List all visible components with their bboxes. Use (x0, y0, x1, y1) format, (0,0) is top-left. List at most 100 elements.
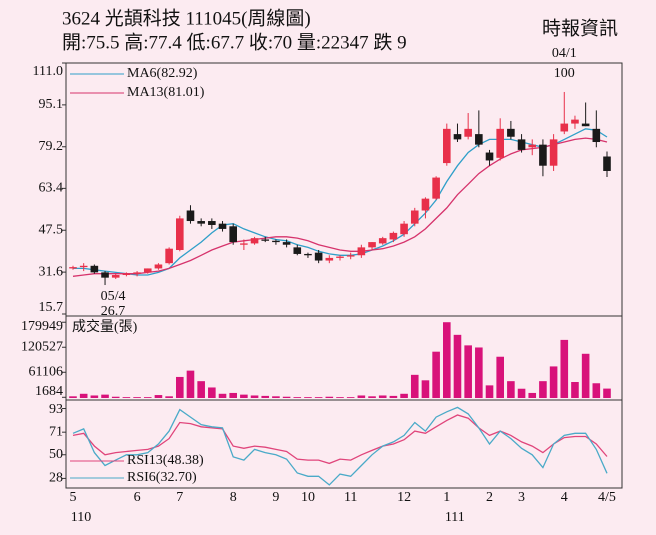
candle-body (443, 128, 451, 164)
volume-bar (176, 376, 184, 398)
volume-bar (282, 396, 291, 398)
ma-line (72, 137, 608, 277)
annotation-value: 100 (554, 66, 575, 81)
volume-bar (208, 387, 216, 398)
source: 時報資訊 (542, 17, 618, 39)
x-year-label: 110 (71, 510, 91, 525)
volume-bar (101, 394, 109, 398)
volume-bar (261, 395, 270, 398)
candle-body (111, 275, 120, 278)
candle-body (357, 247, 366, 256)
candle-body (581, 123, 590, 127)
volume-bar (165, 396, 173, 398)
volume-bar (443, 322, 451, 398)
y-tick-label: 1684 (35, 384, 63, 399)
candle-body (464, 128, 472, 137)
x-tick-label: 7 (176, 490, 183, 505)
x-tick-label: 2 (486, 490, 493, 505)
y-tick-label: 61106 (29, 364, 63, 379)
x-tick-label: 11 (344, 490, 357, 505)
x-tick-label: 8 (230, 490, 237, 505)
x-tick-label: 1 (443, 490, 450, 505)
volume-bar (336, 397, 344, 398)
volume-bar (571, 382, 579, 398)
candle-body (272, 240, 280, 243)
y-tick-label: 120527 (21, 339, 63, 354)
volume-bar (421, 380, 430, 398)
volume-bar (357, 395, 366, 398)
volume-bar (143, 397, 152, 398)
annotation-date: 04/1 (552, 46, 577, 61)
volume-bar (218, 393, 227, 398)
y-tick-label: 50 (49, 447, 63, 462)
candle-body (282, 242, 291, 245)
candle-body (122, 273, 131, 276)
volume-bar (229, 392, 237, 398)
candle-body (325, 257, 334, 261)
y-tick-label: 93 (49, 402, 63, 417)
volume-bar (346, 397, 355, 398)
candle-body (421, 198, 430, 211)
candle-body (165, 248, 173, 264)
y-tick-label: 95.1 (39, 97, 64, 112)
y-tick-label: 179949 (21, 319, 63, 334)
volume-bar (485, 385, 494, 398)
x-tick-label: 4 (561, 490, 568, 505)
volume-bar (250, 395, 259, 398)
annotation-value: 26.7 (101, 304, 126, 319)
candle-body (517, 139, 526, 150)
legend-label: MA13(81.01) (127, 85, 205, 100)
candle-body (229, 226, 237, 243)
y-tick-label: 47.5 (39, 222, 64, 237)
y-tick-label: 15.7 (39, 300, 64, 315)
chart-title: 3624 光頡科技 111045(周線圖) (62, 7, 311, 29)
annotation-date: 05/4 (101, 289, 126, 304)
volume-bar (453, 334, 462, 398)
volume-bar (293, 397, 302, 398)
candle-body (186, 210, 195, 222)
volume-bar (592, 383, 601, 398)
y-tick-label: 111.0 (33, 64, 63, 79)
volume-bar (133, 397, 141, 398)
volume-bar (314, 397, 323, 398)
volume-bar (154, 395, 163, 398)
y-tick-label: 28 (49, 471, 63, 486)
volume-bar (549, 366, 558, 398)
candle-body (475, 134, 483, 145)
volume-bar (197, 381, 205, 398)
candle-body (208, 221, 216, 225)
candle-body (101, 272, 109, 278)
candle-body (571, 119, 579, 124)
quote: 開:75.5 高:77.4 低:67.7 收:70 量:22347 跌 9 (62, 31, 407, 53)
panel-title: 成交量(張) (72, 318, 138, 335)
candle-body (176, 218, 184, 250)
volume-bar (464, 345, 472, 398)
candle-body (410, 210, 419, 224)
volume-bar (528, 392, 537, 398)
x-tick-label: 4/5 (598, 490, 616, 505)
volume-bar (475, 347, 483, 398)
x-tick-label: 3 (518, 490, 525, 505)
y-tick-label: 79.2 (39, 139, 64, 154)
x-tick-label: 12 (397, 490, 411, 505)
x-tick-label: 9 (272, 490, 279, 505)
y-tick-label: 63.4 (39, 181, 64, 196)
volume-bar (517, 388, 526, 398)
candle-body (154, 264, 163, 269)
volume-bar (378, 395, 387, 398)
candle-body (507, 128, 515, 137)
volume-bar (603, 388, 611, 398)
x-tick-label: 6 (134, 490, 141, 505)
volume-bar (410, 374, 419, 398)
y-tick-label: 31.6 (39, 264, 64, 279)
volume-bar (389, 395, 398, 398)
candle-body (69, 267, 77, 269)
candle-body (496, 128, 504, 158)
candle-body (603, 156, 611, 171)
candle-body (79, 265, 88, 268)
candle-body (485, 152, 494, 161)
volume-bar (432, 351, 440, 398)
volume-bar (368, 396, 376, 398)
volume-bar (122, 397, 131, 398)
